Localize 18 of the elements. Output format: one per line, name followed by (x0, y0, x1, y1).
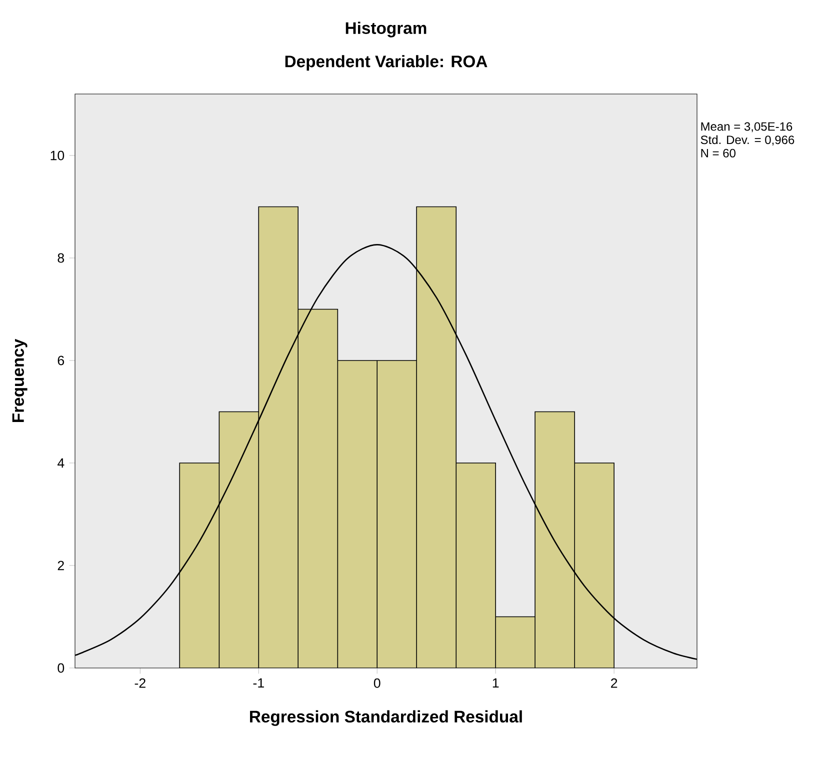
text: Std. Dev. = 0,966 (700, 135, 794, 146)
x-tick-label: 1 (492, 678, 499, 688)
x-tick-label: -2 (134, 678, 146, 688)
y-tick-label: 8 (58, 253, 64, 263)
x-tick-label: 0 (374, 678, 380, 688)
x-axis-title: Regression Standardized Residual (250, 710, 522, 726)
x-tick-label: 2 (611, 678, 618, 688)
y-tick-label: 2 (58, 560, 64, 570)
text: Mean = 3,05E-16 (701, 122, 792, 132)
chart-title: Histogram (346, 22, 426, 38)
y-tick-label: 10 (50, 150, 64, 160)
chart-subtitle: Dependent Variable: ROA (285, 55, 488, 71)
x-tick-label: -1 (253, 678, 264, 688)
text: N = 60 (701, 148, 736, 158)
y-tick-label: 6 (58, 356, 64, 366)
y-axis-title: Frequency (12, 338, 28, 422)
y-tick-label: 4 (58, 458, 64, 468)
y-tick-label: 0 (58, 663, 64, 673)
